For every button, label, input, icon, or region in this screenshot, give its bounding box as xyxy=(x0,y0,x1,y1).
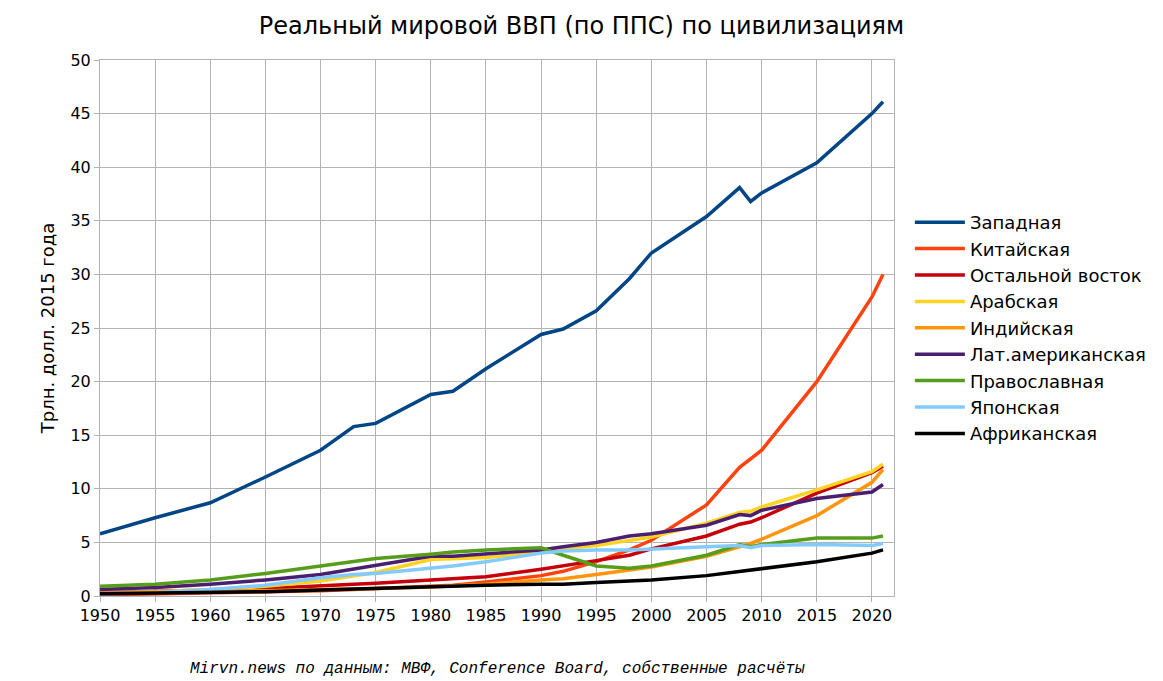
svg-text:30: 30 xyxy=(70,265,90,284)
svg-text:5: 5 xyxy=(81,533,91,552)
svg-text:2020: 2020 xyxy=(852,606,893,625)
svg-text:1955: 1955 xyxy=(135,606,176,625)
svg-text:Африканская: Африканская xyxy=(970,423,1097,444)
svg-text:Лат.американская: Лат.американская xyxy=(970,344,1146,365)
svg-text:45: 45 xyxy=(70,104,90,123)
svg-text:0: 0 xyxy=(81,587,91,606)
svg-text:20: 20 xyxy=(70,372,90,391)
svg-text:1970: 1970 xyxy=(300,606,341,625)
svg-text:2015: 2015 xyxy=(796,606,837,625)
svg-text:15: 15 xyxy=(70,426,90,445)
svg-text:50: 50 xyxy=(70,51,90,70)
svg-text:1995: 1995 xyxy=(576,606,617,625)
svg-text:Китайская: Китайская xyxy=(970,239,1070,260)
svg-text:25: 25 xyxy=(70,319,90,338)
svg-text:2005: 2005 xyxy=(686,606,727,625)
svg-text:Православная: Православная xyxy=(970,371,1104,392)
svg-text:Западная: Западная xyxy=(970,212,1061,233)
svg-text:1960: 1960 xyxy=(190,606,231,625)
svg-text:Японская: Японская xyxy=(970,397,1060,418)
svg-text:Трлн. долл. 2015 года: Трлн. долл. 2015 года xyxy=(37,223,58,435)
svg-text:40: 40 xyxy=(70,158,90,177)
svg-text:1980: 1980 xyxy=(410,606,451,625)
svg-text:2010: 2010 xyxy=(741,606,782,625)
svg-text:1950: 1950 xyxy=(80,606,121,625)
svg-text:2000: 2000 xyxy=(631,606,672,625)
svg-text:Индийская: Индийская xyxy=(970,318,1074,339)
svg-text:1975: 1975 xyxy=(355,606,396,625)
svg-text:1965: 1965 xyxy=(245,606,286,625)
svg-text:Остальной восток: Остальной восток xyxy=(970,265,1142,286)
svg-text:Mirvn.news по данным: МВФ, Con: Mirvn.news по данным: МВФ, Conference Bo… xyxy=(190,660,805,678)
svg-text:1985: 1985 xyxy=(466,606,507,625)
svg-text:1990: 1990 xyxy=(521,606,562,625)
svg-text:Реальный мировой ВВП (по ППС): Реальный мировой ВВП (по ППС) по цивилиз… xyxy=(259,12,904,40)
svg-text:Арабская: Арабская xyxy=(970,291,1059,312)
svg-text:10: 10 xyxy=(70,479,90,498)
svg-text:35: 35 xyxy=(70,211,90,230)
